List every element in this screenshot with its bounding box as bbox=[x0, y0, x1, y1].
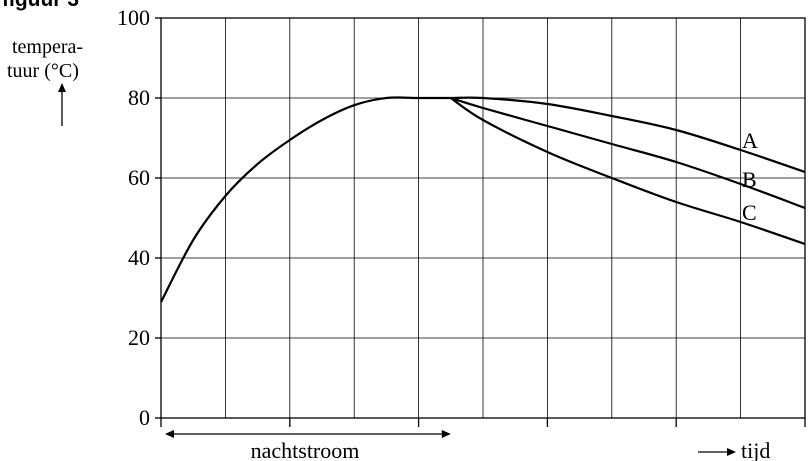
x-axis-arrow-icon bbox=[698, 448, 736, 456]
series-line-c bbox=[450, 97, 806, 246]
y-axis-arrow-icon bbox=[58, 83, 66, 126]
series-label-b: B bbox=[742, 167, 757, 192]
y-tick-label: 80 bbox=[128, 85, 150, 110]
nachtstroom-label: nachtstroom bbox=[251, 438, 360, 461]
plot-frame bbox=[160, 17, 806, 419]
span-arrow-left-icon bbox=[165, 430, 174, 438]
y-tick-label: 40 bbox=[128, 245, 150, 270]
grid bbox=[161, 18, 805, 418]
y-tick-label: 0 bbox=[139, 405, 150, 430]
series-layer: ABC bbox=[160, 96, 806, 303]
y-tick-label: 20 bbox=[128, 325, 150, 350]
figure-label: figuur 3 bbox=[2, 0, 79, 11]
series-label-c: C bbox=[742, 200, 757, 225]
series-line-a bbox=[450, 96, 806, 174]
span-arrow-right-icon bbox=[441, 430, 451, 438]
series-line-b bbox=[450, 96, 806, 210]
y-tick-label: 100 bbox=[117, 5, 150, 30]
ticks: 0 20 40 60 80 100 bbox=[117, 5, 806, 430]
x-axis-label: tijd bbox=[741, 438, 770, 461]
y-axis-label-line-2: tuur (°C) bbox=[7, 60, 79, 82]
nachtstroom-span-arrow bbox=[165, 430, 451, 438]
plot-border bbox=[160, 17, 806, 419]
y-axis-label-line-1: tempera- bbox=[12, 36, 83, 58]
series-label-a: A bbox=[742, 128, 758, 153]
y-tick-label: 60 bbox=[128, 165, 150, 190]
series-line-heating bbox=[160, 96, 451, 303]
